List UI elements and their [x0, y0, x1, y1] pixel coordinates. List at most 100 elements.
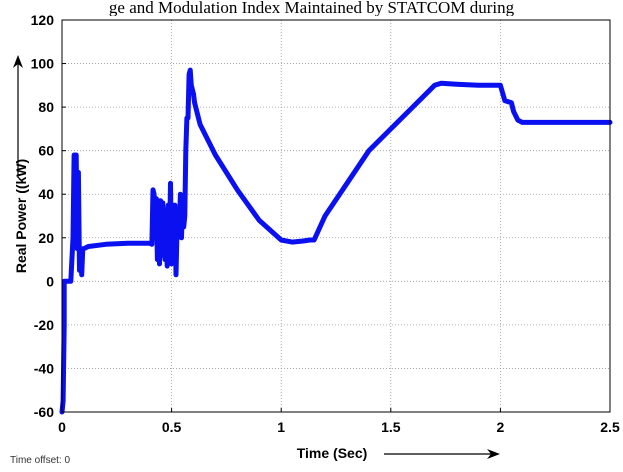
data-point	[308, 239, 311, 241]
data-point	[477, 84, 480, 87]
data-point	[184, 149, 187, 152]
data-point	[236, 188, 239, 191]
data-point	[182, 225, 185, 228]
data-point	[154, 236, 157, 239]
time-offset-label: Time offset:	[10, 455, 62, 466]
data-point	[440, 82, 443, 85]
data-point	[543, 121, 546, 124]
plot-frame	[61, 19, 611, 413]
time-offset-readout: Time offset: 0	[10, 455, 70, 466]
y-tick-label: -20	[34, 317, 54, 333]
data-point	[214, 154, 217, 156]
y-tick-label: 120	[31, 12, 55, 28]
series-line-real-power	[59, 67, 613, 415]
x-tick-label: 0	[58, 419, 66, 435]
data-point	[203, 132, 206, 135]
x-tick-label: 2	[497, 419, 505, 435]
time-offset-value: 0	[64, 455, 71, 466]
data-point	[168, 247, 171, 250]
data-point	[191, 88, 194, 91]
data-point	[173, 204, 176, 207]
data-point	[153, 193, 156, 196]
data-point	[195, 110, 198, 113]
data-point	[63, 280, 66, 283]
x-axis-arrow	[384, 449, 500, 459]
data-point	[76, 247, 79, 250]
data-point	[176, 225, 179, 228]
y-tick-label: -40	[34, 360, 54, 376]
x-tick-label: 1.5	[381, 419, 401, 435]
data-point	[62, 400, 65, 403]
data-point	[74, 215, 77, 217]
data-point	[179, 193, 182, 196]
data-point	[194, 106, 197, 109]
data-point	[187, 117, 189, 119]
x-tick-labels: 0 0.5 1 1.5 2 2.5	[58, 408, 620, 435]
data-point	[65, 280, 68, 283]
data-point	[565, 121, 568, 124]
data-point	[193, 101, 196, 104]
y-axis-label: Real Power ((kW)	[13, 159, 29, 273]
data-point	[510, 101, 513, 104]
data-point	[170, 262, 173, 265]
data-point	[162, 215, 165, 217]
data-point	[82, 247, 85, 250]
data-point	[455, 83, 458, 86]
y-tick-label: 0	[46, 273, 54, 289]
data-point	[313, 239, 316, 241]
grid-lines	[62, 20, 610, 412]
y-tick-label: 60	[38, 143, 54, 159]
data-point	[433, 84, 436, 87]
data-point	[104, 243, 107, 246]
data-point	[324, 215, 326, 217]
data-point	[488, 84, 491, 87]
x-tick-label: 0.5	[162, 419, 182, 435]
data-point	[161, 201, 164, 204]
data-point	[512, 110, 515, 113]
y-tick-label: 20	[38, 230, 54, 246]
caption-text: ge and Modulation Index Maintained by ST…	[108, 0, 515, 16]
data-point	[192, 93, 195, 95]
data-point	[160, 254, 163, 257]
data-point	[190, 84, 193, 87]
y-axis-arrow	[13, 55, 23, 178]
data-point	[291, 241, 294, 244]
data-point	[167, 204, 170, 207]
x-axis-label: Time (Sec)	[297, 445, 368, 461]
y-tick-labels: -60 -40 -20 0 20 40 60 80 100 120	[31, 12, 66, 420]
data-point	[199, 123, 202, 126]
data-point	[587, 121, 590, 124]
data-point	[77, 171, 80, 174]
data-point	[196, 114, 199, 117]
data-point	[78, 269, 81, 272]
data-point	[148, 242, 151, 245]
data-point	[69, 280, 72, 283]
data-point	[150, 243, 153, 246]
data-point	[172, 236, 175, 239]
data-point	[126, 242, 129, 245]
x-tick-label: 2.5	[600, 419, 620, 435]
data-point	[198, 119, 200, 122]
data-point	[180, 236, 183, 239]
data-point	[516, 119, 519, 122]
data-point	[503, 99, 506, 102]
data-point	[156, 258, 159, 261]
data-point	[178, 225, 181, 228]
data-point	[389, 127, 392, 130]
data-point	[258, 219, 261, 222]
data-point	[87, 245, 90, 248]
data-point	[302, 240, 305, 242]
data-point	[164, 258, 166, 261]
y-tick-label: -60	[34, 404, 54, 420]
data-point	[73, 154, 76, 156]
data-point	[411, 106, 414, 109]
x-tick-label: 1	[277, 419, 285, 435]
data-point	[63, 323, 66, 326]
data-point	[72, 236, 74, 239]
y-tick-label: 80	[38, 99, 54, 115]
data-point	[280, 239, 283, 241]
data-point	[165, 215, 168, 217]
data-point	[157, 199, 160, 202]
data-point	[155, 197, 158, 200]
